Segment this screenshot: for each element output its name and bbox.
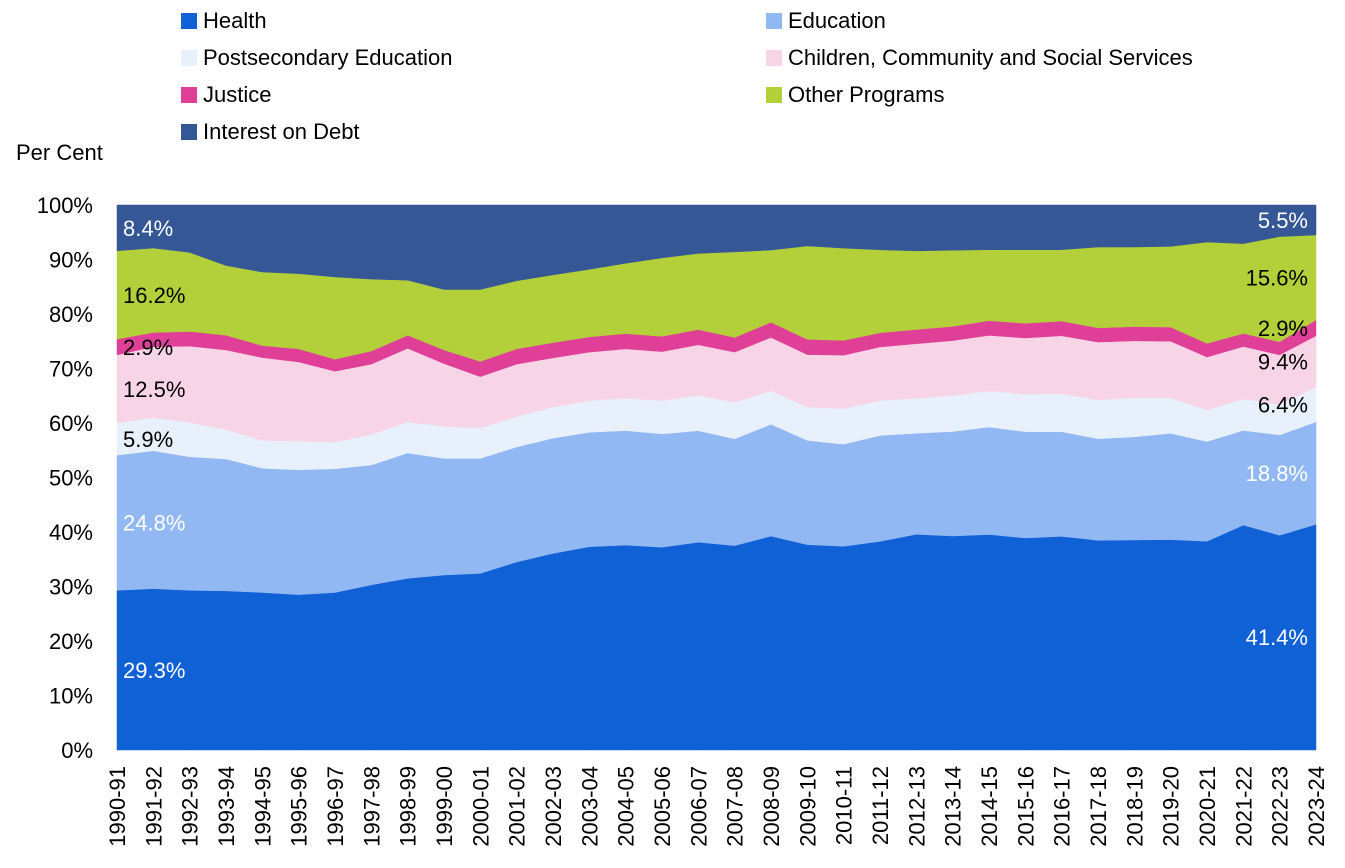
legend-item-postsecondary-education: Postsecondary Education — [181, 45, 453, 71]
legend-label-interest-on-debt: Interest on Debt — [203, 119, 360, 144]
y-tick-label: 60% — [49, 411, 93, 436]
data-label-right-children-community-and-social-services: 9.4% — [1258, 349, 1308, 374]
x-tick-label: 2012-13 — [904, 766, 929, 847]
x-tick-label: 2018-19 — [1122, 766, 1147, 847]
y-tick-label: 10% — [49, 684, 93, 709]
data-label-left-interest-on-debt: 8.4% — [123, 216, 173, 241]
legend-label-postsecondary-education: Postsecondary Education — [203, 45, 453, 70]
legend-label-justice: Justice — [203, 82, 272, 107]
x-tick-label: 2011-12 — [868, 766, 893, 845]
data-label-right-health: 41.4% — [1246, 625, 1308, 650]
data-label-left-justice: 2.9% — [123, 335, 173, 360]
x-tick-label: 2001-02 — [505, 766, 530, 847]
area-interest-on-debt — [116, 204, 1317, 290]
x-tick-label: 2017-18 — [1086, 766, 1111, 847]
data-label-right-interest-on-debt: 5.5% — [1258, 208, 1308, 233]
legend-label-children-community-and-social-services: Children, Community and Social Services — [788, 45, 1193, 70]
y-tick-label: 0% — [61, 738, 93, 763]
data-label-right-other-programs: 15.6% — [1246, 265, 1308, 290]
y-tick-label: 40% — [49, 520, 93, 545]
legend-swatch-other-programs — [766, 87, 782, 103]
x-tick-label: 1990-91 — [105, 766, 130, 847]
x-tick-label: 2007-08 — [723, 766, 748, 847]
x-tick-label: 1991-92 — [141, 766, 166, 847]
legend-item-children-community-and-social-services: Children, Community and Social Services — [766, 45, 1193, 71]
y-tick-label: 20% — [49, 629, 93, 654]
legend-swatch-children-community-and-social-services — [766, 50, 782, 66]
x-tick-label: 1996-97 — [323, 766, 348, 847]
x-tick-label: 1997-98 — [359, 766, 384, 847]
data-label-left-postsecondary-education: 5.9% — [123, 427, 173, 452]
y-tick-label: 50% — [49, 466, 93, 491]
legend-swatch-justice — [181, 87, 197, 103]
legend-item-health: Health — [181, 8, 267, 34]
x-tick-label: 2015-16 — [1013, 766, 1038, 847]
x-tick-label: 2014-15 — [977, 766, 1002, 847]
x-tick-label: 2005-06 — [650, 766, 675, 847]
y-tick-label: 90% — [49, 248, 93, 273]
x-tick-label: 2009-10 — [795, 766, 820, 847]
legend-swatch-interest-on-debt — [181, 124, 197, 140]
x-tick-label: 1992-93 — [178, 766, 203, 847]
legend-item-education: Education — [766, 8, 886, 34]
legend-label-other-programs: Other Programs — [788, 82, 945, 107]
x-tick-label: 2004-05 — [614, 766, 639, 847]
x-tick-label: 2002-03 — [541, 766, 566, 847]
x-tick-label: 2000-01 — [468, 766, 493, 847]
legend-item-justice: Justice — [181, 82, 271, 108]
x-tick-label: 2013-14 — [941, 766, 966, 847]
data-label-left-health: 29.3% — [123, 658, 185, 683]
data-label-left-other-programs: 16.2% — [123, 283, 185, 308]
x-tick-label: 1998-99 — [396, 766, 421, 847]
legend-item-interest-on-debt: Interest on Debt — [181, 119, 360, 145]
y-axis-label: Per Cent — [16, 140, 103, 165]
legend-swatch-postsecondary-education — [181, 50, 197, 66]
data-label-right-postsecondary-education: 6.4% — [1258, 392, 1308, 417]
data-label-left-education: 24.8% — [123, 511, 185, 536]
legend-swatch-education — [766, 13, 782, 29]
x-tick-label: 2016-17 — [1050, 766, 1075, 847]
legend-label-education: Education — [788, 8, 886, 33]
x-tick-label: 2019-20 — [1159, 766, 1184, 847]
x-tick-label: 2006-07 — [686, 766, 711, 847]
x-tick-label: 2003-04 — [577, 766, 602, 847]
y-tick-label: 100% — [37, 193, 93, 218]
x-tick-label: 1994-95 — [250, 766, 275, 847]
legend-item-other-programs: Other Programs — [766, 82, 945, 108]
y-tick-label: 70% — [49, 357, 93, 382]
x-tick-label: 2020-21 — [1195, 766, 1220, 847]
x-tick-label: 2021-22 — [1231, 766, 1256, 847]
x-tick-label: 2022-23 — [1268, 766, 1293, 847]
x-tick-label: 2010-11 — [832, 766, 857, 845]
x-tick-label: 1993-94 — [214, 766, 239, 847]
data-label-right-education: 18.8% — [1246, 461, 1308, 486]
y-tick-label: 30% — [49, 575, 93, 600]
legend-swatch-health — [181, 13, 197, 29]
x-tick-label: 1999-00 — [432, 766, 457, 847]
data-label-left-children-community-and-social-services: 12.5% — [123, 377, 185, 402]
legend-label-health: Health — [203, 8, 267, 33]
data-label-right-justice: 2.9% — [1258, 316, 1308, 341]
x-tick-label: 1995-96 — [287, 766, 312, 847]
x-tick-label: 2023-24 — [1304, 766, 1329, 847]
x-tick-label: 2008-09 — [759, 766, 784, 847]
y-tick-label: 80% — [49, 302, 93, 327]
